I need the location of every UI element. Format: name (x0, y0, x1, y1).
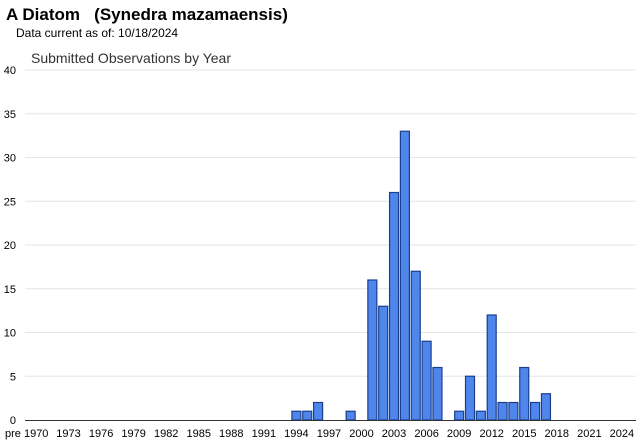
y-tick-label: 20 (4, 240, 16, 252)
bar-2002[interactable] (378, 305, 389, 421)
x-tick-label: 1991 (252, 428, 276, 440)
y-tick-label: 15 (4, 284, 16, 296)
x-tick-label: 2006 (414, 428, 438, 440)
y-tick-label: 25 (4, 196, 16, 208)
data-current-date: Data current as of: 10/18/2024 (16, 26, 179, 40)
y-tick-label: 30 (4, 153, 16, 165)
y-tick-label: 35 (4, 109, 16, 121)
bar-2014[interactable] (508, 401, 519, 421)
x-tick-label: 2009 (447, 428, 471, 440)
x-tick-label: 1976 (89, 428, 113, 440)
chart-title: Submitted Observations by Year (31, 50, 231, 66)
x-tick-label: 2021 (577, 428, 601, 440)
bar-2001[interactable] (367, 279, 378, 421)
bar-2007[interactable] (432, 366, 443, 421)
bar-2003[interactable] (388, 191, 400, 421)
bar-2017[interactable] (540, 393, 552, 421)
bar-2004[interactable] (399, 130, 410, 421)
y-tick-label: 40 (4, 65, 16, 77)
y-tick-label: 5 (10, 371, 16, 383)
x-tick-label: 2018 (545, 428, 569, 440)
bar-2016[interactable] (529, 401, 541, 421)
x-tick-label: 1988 (219, 428, 243, 440)
x-tick-label: 1973 (56, 428, 80, 440)
x-tick-label: 2024 (610, 428, 634, 440)
bar-1995[interactable] (302, 410, 313, 421)
bar-2015[interactable] (519, 366, 530, 421)
y-tick-label: 10 (4, 328, 16, 340)
bar-1996[interactable] (313, 401, 324, 421)
bar-2010[interactable] (464, 375, 476, 421)
bar-2009[interactable] (454, 410, 465, 421)
x-tick-label: 1985 (187, 428, 211, 440)
bar-2005[interactable] (410, 270, 421, 421)
x-tick-label: pre 1970 (5, 428, 48, 440)
x-tick-label: 2012 (479, 428, 503, 440)
bar-1999[interactable] (345, 410, 356, 421)
bar-1994[interactable] (291, 410, 302, 421)
x-tick-label: 1994 (284, 428, 308, 440)
y-tick-label: 0 (10, 415, 16, 427)
x-tick-label: 1997 (317, 428, 341, 440)
x-tick-label: 2015 (512, 428, 536, 440)
x-tick-label: 2000 (349, 428, 373, 440)
x-tick-label: 1982 (154, 428, 178, 440)
bar-2013[interactable] (497, 401, 508, 421)
x-tick-label: 2003 (382, 428, 406, 440)
x-tick-label: 1979 (121, 428, 145, 440)
page-title: A Diatom (Synedra mazamaensis) (6, 5, 288, 24)
bar-2011[interactable] (475, 410, 486, 421)
bar-2012[interactable] (486, 314, 497, 421)
bar-2006[interactable] (421, 340, 432, 421)
